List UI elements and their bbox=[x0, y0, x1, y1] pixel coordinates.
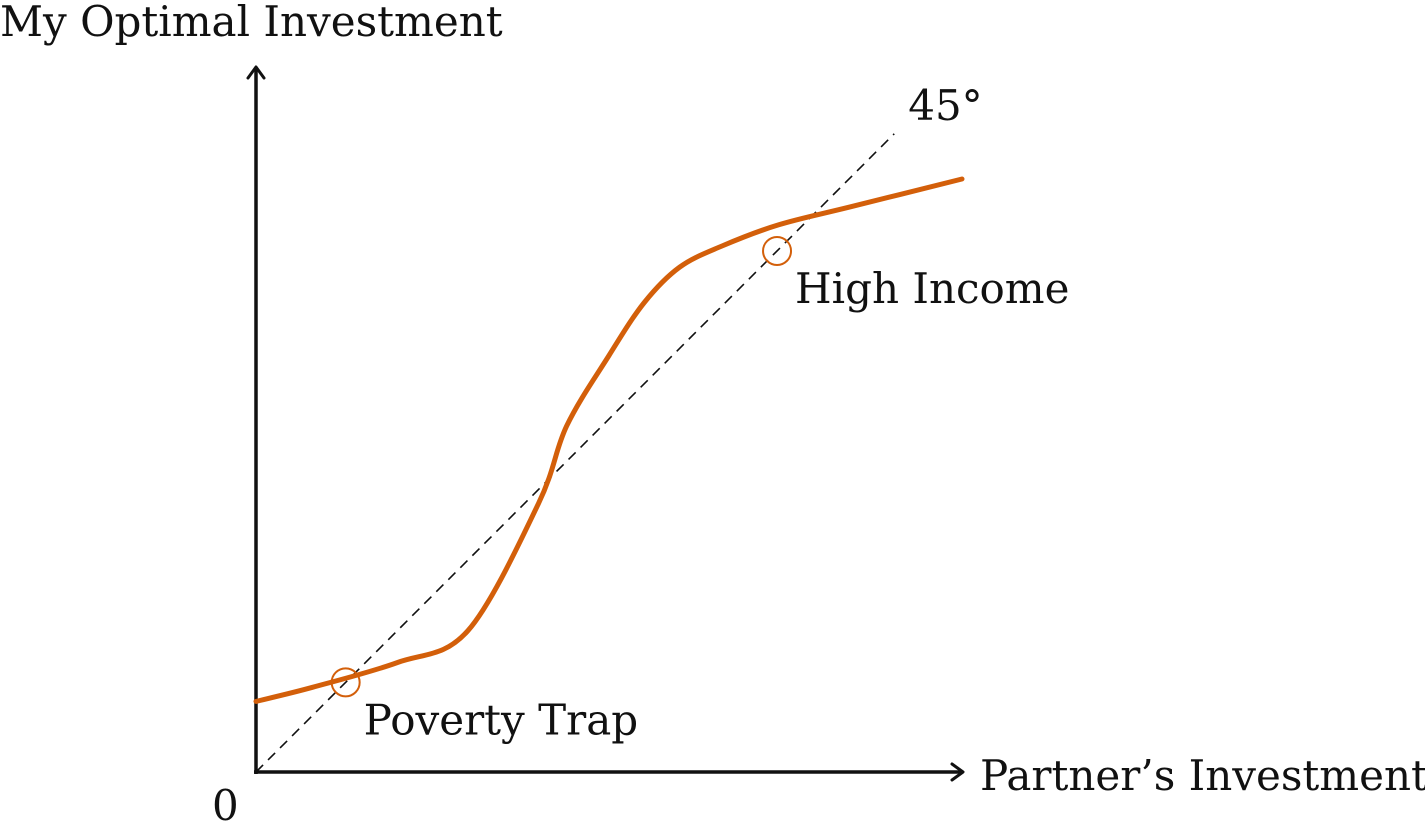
reaction-curve bbox=[253, 176, 965, 704]
equilibria-markers: Poverty Trap High Income bbox=[330, 235, 1070, 744]
y-axis-arrow bbox=[246, 65, 266, 80]
equilibrium-marker-0 bbox=[330, 667, 361, 698]
x-axis-arrow bbox=[950, 762, 965, 782]
origin-label: 0 bbox=[212, 781, 239, 823]
forty-five-degree-label: 45° bbox=[908, 81, 982, 130]
y-axis-label: My Optimal Investment bbox=[0, 0, 503, 46]
equilibrium-label-0: Poverty Trap bbox=[364, 695, 638, 744]
x-axis-label: Partner’s Investment bbox=[980, 751, 1425, 800]
equilibrium-label-1: High Income bbox=[795, 264, 1069, 313]
equilibrium-marker-1 bbox=[762, 235, 793, 266]
forty-five-degree-line bbox=[255, 133, 895, 773]
